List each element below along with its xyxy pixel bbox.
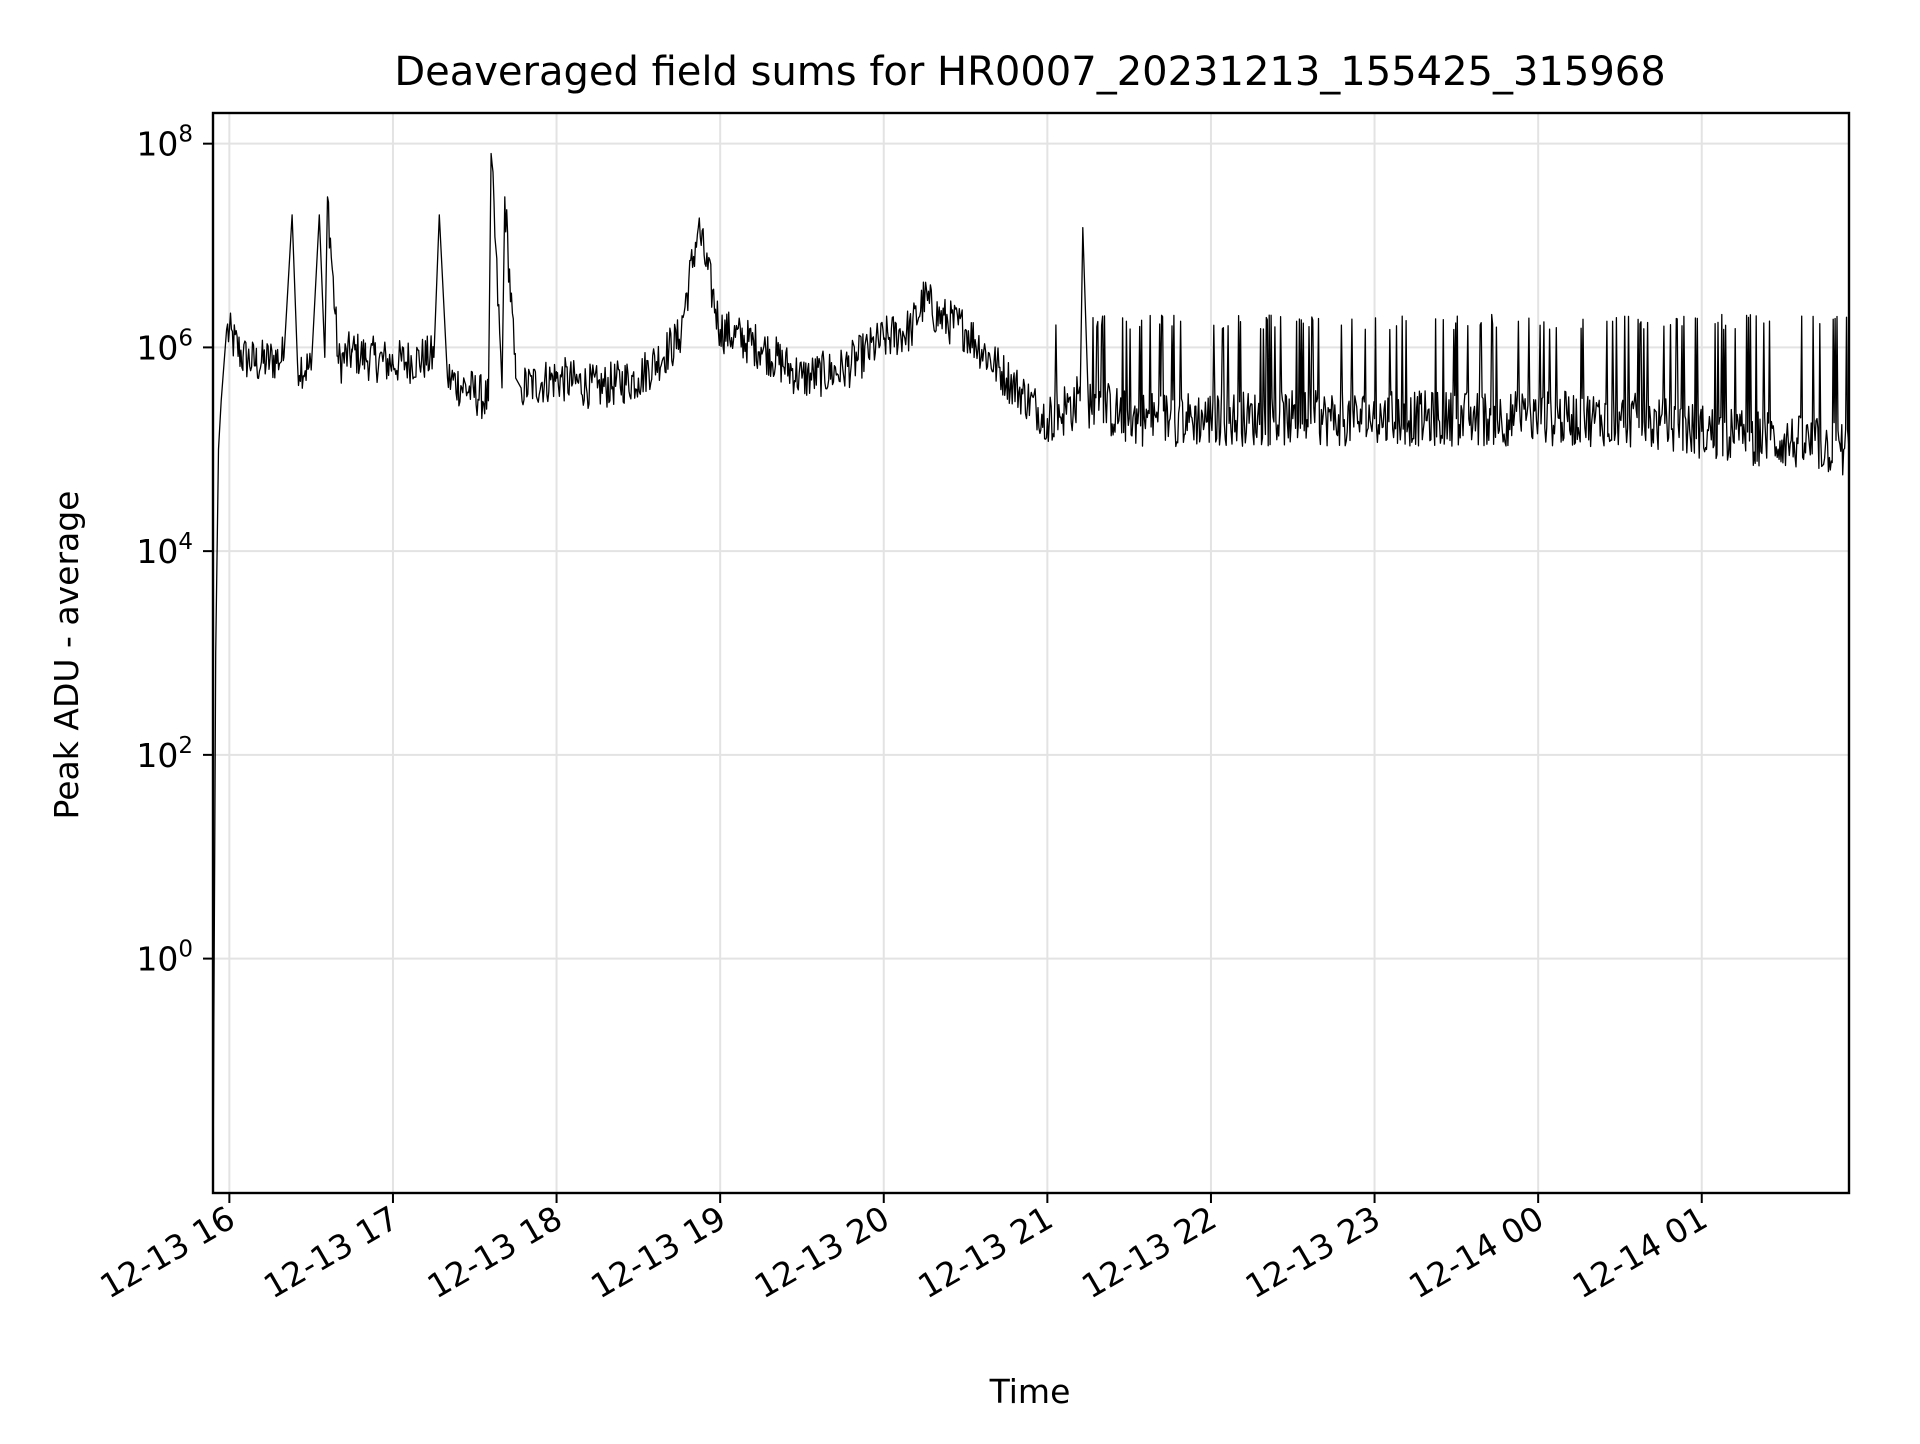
- y-tick-label: 102: [136, 733, 193, 775]
- x-tick-label: 12-14 00: [1402, 1198, 1550, 1306]
- x-axis-ticks: 12-13 16 12-13 17 12-13 18 12-13 19 12-13 20…: [93, 1193, 1714, 1306]
- x-tick-label: 12-13 20: [748, 1198, 896, 1306]
- y-tick-label: 106: [136, 325, 193, 367]
- y-tick-label: 104: [136, 529, 193, 571]
- plot-frame: [211, 111, 1851, 1195]
- x-tick-label: 12-13 19: [584, 1198, 732, 1306]
- grid-layer: [213, 113, 1849, 1193]
- y-axis-label: Peak ADU - average: [47, 491, 86, 820]
- x-tick-label: 12-14 01: [1566, 1198, 1714, 1306]
- chart-title: Deaveraged field sums for HR0007_2023121…: [394, 49, 1665, 95]
- x-tick-label: 12-13 18: [421, 1198, 569, 1306]
- series-line: [212, 152, 1850, 1194]
- y-tick-label: 100: [136, 937, 193, 979]
- y-axis-ticks: 100 102 104 106 108: [136, 122, 213, 979]
- x-axis-label: Time: [989, 1372, 1071, 1411]
- x-tick-label: 12-13 16: [93, 1198, 241, 1306]
- x-tick-label: 12-13 17: [257, 1198, 405, 1306]
- x-tick-label: 12-13 23: [1239, 1198, 1387, 1306]
- x-tick-label: 12-13 22: [1075, 1198, 1223, 1306]
- x-tick-label: 12-13 21: [911, 1198, 1059, 1306]
- y-tick-label: 108: [136, 122, 193, 164]
